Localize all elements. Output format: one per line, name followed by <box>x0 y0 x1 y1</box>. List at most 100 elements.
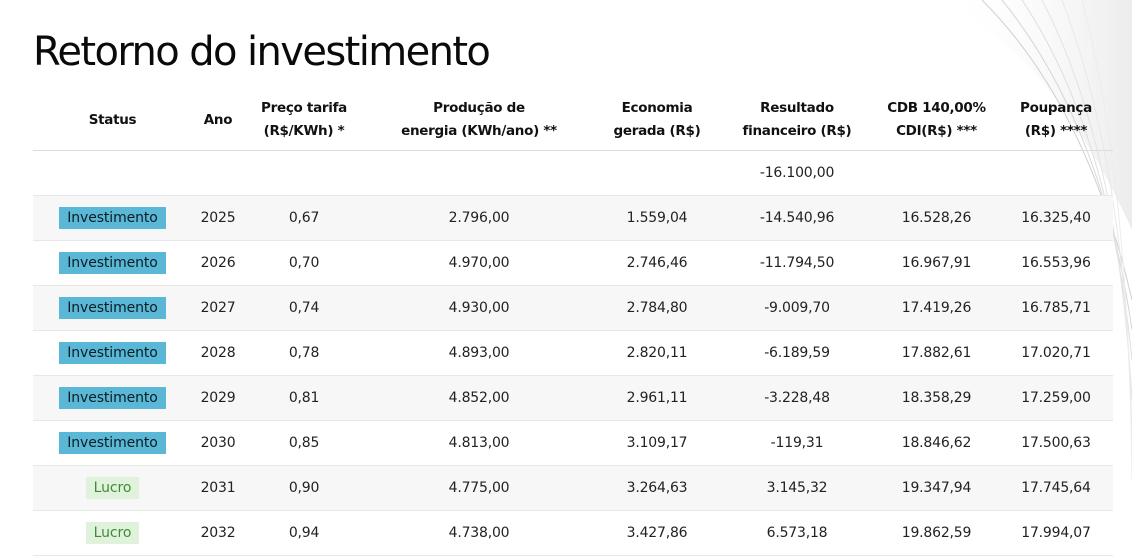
cell-preco: 0,70 <box>244 240 364 286</box>
status-badge: Lucro <box>85 477 140 499</box>
cell-producao: 4.813,00 <box>364 420 594 466</box>
status-badge: Investimento <box>59 432 166 454</box>
header-sublabel: CDI(R$) *** <box>896 123 977 139</box>
cell-preco: 0,90 <box>244 465 364 511</box>
cell-ano: 2028 <box>192 330 244 376</box>
cell-status: Investimento <box>33 240 192 286</box>
cell-cdb: 16.967,91 <box>874 240 999 286</box>
cell-status <box>33 150 192 196</box>
header-preco-tarifa: Preço tarifa (R$/KWh) * <box>244 90 364 151</box>
cell-cdb: 17.419,26 <box>874 285 999 331</box>
cell-producao: 4.738,00 <box>364 510 594 556</box>
status-badge <box>105 173 121 177</box>
cell-resultado: -119,31 <box>720 420 874 466</box>
cell-producao: 2.796,00 <box>364 195 594 241</box>
header-poupanca: Poupança (R$) **** <box>999 90 1113 151</box>
table-row: Lucro 2032 0,94 4.738,00 3.427,86 6.573,… <box>33 510 1113 556</box>
cell-resultado: 6.573,18 <box>720 510 874 556</box>
cell-economia: 3.264,63 <box>594 465 720 511</box>
cell-poupanca: 17.745,64 <box>999 465 1113 511</box>
cell-status: Investimento <box>33 195 192 241</box>
cell-status: Lucro <box>33 510 192 556</box>
header-label: Ano <box>203 111 233 128</box>
table-row: Investimento 2029 0,81 4.852,00 2.961,11… <box>33 375 1113 421</box>
cell-economia: 2.784,80 <box>594 285 720 331</box>
cell-cdb: 19.862,59 <box>874 510 999 556</box>
cell-ano: 2027 <box>192 285 244 331</box>
header-resultado-financeiro: Resultado financeiro (R$) <box>720 90 874 151</box>
cell-ano: 2030 <box>192 420 244 466</box>
cell-cdb: 19.347,94 <box>874 465 999 511</box>
status-badge: Lucro <box>85 522 140 544</box>
cell-producao: 4.893,00 <box>364 330 594 376</box>
cell-resultado: -6.189,59 <box>720 330 874 376</box>
cell-producao: 4.970,00 <box>364 240 594 286</box>
cell-economia <box>594 150 720 196</box>
status-badge: Investimento <box>59 207 166 229</box>
table-row: Investimento 2027 0,74 4.930,00 2.784,80… <box>33 285 1113 331</box>
table-row: Investimento 2025 0,67 2.796,00 1.559,04… <box>33 195 1113 241</box>
header-sublabel: energia (KWh/ano) ** <box>401 123 557 139</box>
header-label: Economia <box>621 100 693 116</box>
cell-poupanca: 17.020,71 <box>999 330 1113 376</box>
cell-status: Investimento <box>33 375 192 421</box>
cell-preco <box>244 150 364 196</box>
cell-economia: 2.820,11 <box>594 330 720 376</box>
table-row: Investimento 2030 0,85 4.813,00 3.109,17… <box>33 420 1113 466</box>
cell-preco: 0,85 <box>244 420 364 466</box>
cell-status: Investimento <box>33 285 192 331</box>
cell-resultado: -9.009,70 <box>720 285 874 331</box>
cell-ano: 2025 <box>192 195 244 241</box>
cell-ano: 2029 <box>192 375 244 421</box>
roi-table: Status Ano Preço tarifa (R$/KWh) * Produç… <box>33 90 1113 556</box>
cell-preco: 0,78 <box>244 330 364 376</box>
table-row: -16.100,00 <box>33 150 1113 196</box>
cell-poupanca: 16.785,71 <box>999 285 1113 331</box>
cell-producao: 4.852,00 <box>364 375 594 421</box>
table-header-row: Status Ano Preço tarifa (R$/KWh) * Produç… <box>33 90 1113 151</box>
header-producao-energia: Produção de energia (KWh/ano) ** <box>364 90 594 151</box>
header-cdb: CDB 140,00% CDI(R$) *** <box>874 90 999 151</box>
cell-resultado: -14.540,96 <box>720 195 874 241</box>
cell-cdb <box>874 150 999 196</box>
cell-resultado: -3.228,48 <box>720 375 874 421</box>
table-row: Investimento 2028 0,78 4.893,00 2.820,11… <box>33 330 1113 376</box>
cell-economia: 2.746,46 <box>594 240 720 286</box>
cell-economia: 1.559,04 <box>594 195 720 241</box>
cell-poupanca: 17.259,00 <box>999 375 1113 421</box>
cell-ano: 2032 <box>192 510 244 556</box>
header-label: Preço tarifa <box>261 100 347 116</box>
cell-ano: 2026 <box>192 240 244 286</box>
header-label: Status <box>88 111 137 128</box>
cell-poupanca: 16.553,96 <box>999 240 1113 286</box>
cell-cdb: 18.846,62 <box>874 420 999 466</box>
cell-status: Lucro <box>33 465 192 511</box>
cell-cdb: 17.882,61 <box>874 330 999 376</box>
cell-resultado: 3.145,32 <box>720 465 874 511</box>
cell-status: Investimento <box>33 420 192 466</box>
status-badge: Investimento <box>59 342 166 364</box>
table-row: Lucro 2031 0,90 4.775,00 3.264,63 3.145,… <box>33 465 1113 511</box>
cell-poupanca: 17.500,63 <box>999 420 1113 466</box>
header-label: Poupança <box>1020 100 1092 116</box>
header-economia-gerada: Economia gerada (R$) <box>594 90 720 151</box>
status-badge: Investimento <box>59 252 166 274</box>
header-sublabel: (R$) **** <box>1024 123 1088 139</box>
cell-resultado: -11.794,50 <box>720 240 874 286</box>
cell-preco: 0,94 <box>244 510 364 556</box>
header-ano: Ano <box>192 90 244 151</box>
cell-ano <box>192 150 244 196</box>
cell-economia: 3.109,17 <box>594 420 720 466</box>
cell-poupanca <box>999 150 1113 196</box>
cell-economia: 3.427,86 <box>594 510 720 556</box>
table-row: Investimento 2026 0,70 4.970,00 2.746,46… <box>33 240 1113 286</box>
cell-ano: 2031 <box>192 465 244 511</box>
header-label: Produção de <box>433 100 525 116</box>
header-label: CDB 140,00% <box>887 100 986 116</box>
cell-cdb: 18.358,29 <box>874 375 999 421</box>
cell-status: Investimento <box>33 330 192 376</box>
cell-resultado: -16.100,00 <box>720 150 874 196</box>
cell-economia: 2.961,11 <box>594 375 720 421</box>
header-sublabel: (R$/KWh) * <box>263 123 345 139</box>
status-badge: Investimento <box>59 297 166 319</box>
